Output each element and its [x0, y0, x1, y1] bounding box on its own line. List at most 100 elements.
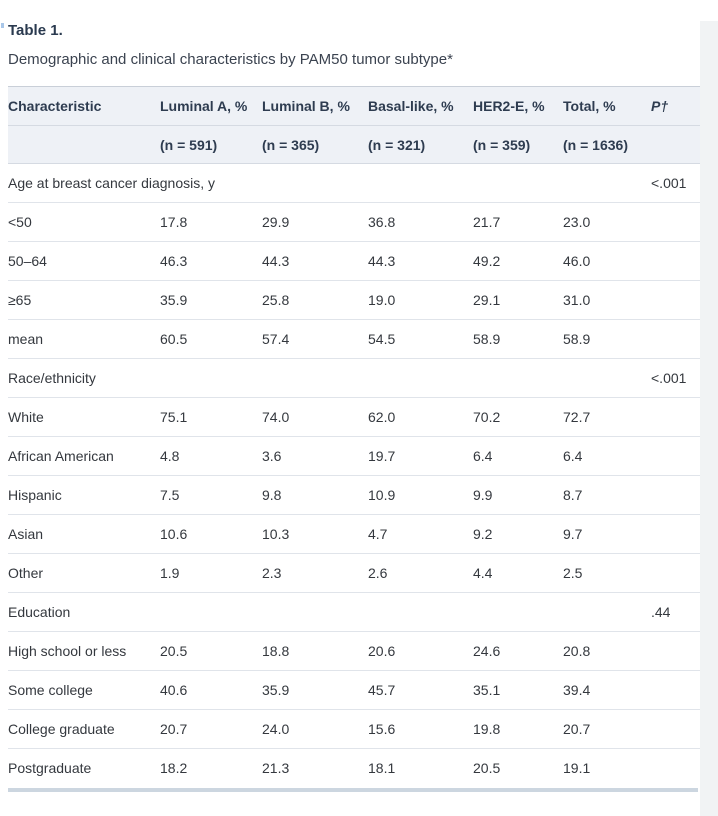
data-row: High school or less 20.5 18.8 20.6 24.6 20.8	[8, 631, 700, 671]
value-cell: 70.2	[473, 397, 563, 437]
value-cell: 18.2	[160, 760, 188, 777]
value-cell: 17.8	[160, 202, 262, 242]
value-cell: 21.3	[262, 760, 290, 777]
value-cell: 20.5	[160, 631, 262, 671]
value-cell: 54.5	[368, 319, 473, 359]
value-cell: 35.9	[160, 280, 262, 320]
page-right-gutter	[700, 21, 718, 816]
value-cell: 18.8	[262, 631, 368, 671]
sample-size-luminal-b: (n = 365)	[262, 125, 368, 164]
sample-size-luminal-a: (n = 591)	[160, 125, 262, 164]
value-cell: 19.1	[563, 760, 591, 777]
value-cell: 20.7	[160, 709, 262, 749]
value-cell: 24.0	[262, 709, 368, 749]
value-cell: 49.2	[473, 241, 563, 281]
data-row: College graduate 20.7 24.0 15.6 19.8 20.7	[8, 709, 700, 749]
value-cell: 45.7	[368, 670, 473, 710]
value-cell: 29.1	[473, 280, 563, 320]
data-row: Hispanic 7.5 9.8 10.9 9.9 8.7	[8, 475, 700, 515]
value-cell: 9.7	[563, 514, 651, 554]
sample-size-basal-like: (n = 321)	[368, 125, 473, 164]
value-cell: 2.3	[262, 553, 368, 593]
sample-size-empty-cell	[8, 125, 160, 164]
value-cell: 46.0	[563, 241, 651, 281]
table-caption: Demographic and clinical characteristics…	[8, 51, 453, 68]
row-label-cell: African American	[8, 436, 160, 476]
p-value-cell	[651, 514, 700, 554]
section-header-row: Education .44	[8, 592, 700, 632]
column-header-her2-e: HER2-E, %	[473, 86, 563, 126]
p-value-cell	[651, 319, 700, 359]
value-cell: 31.0	[563, 280, 651, 320]
value-cell: 19.8	[473, 709, 563, 749]
value-cell: 35.1	[473, 670, 563, 710]
data-row: Other 1.9 2.3 2.6 4.4 2.5	[8, 553, 700, 593]
p-value-cell	[651, 475, 700, 515]
data-row: Postgraduate 18.2 21.3 18.1 20.5 19.1	[8, 749, 700, 788]
value-cell: 20.5	[473, 760, 501, 777]
sample-size-row: (n = 591) (n = 365) (n = 321) (n = 359) …	[8, 125, 700, 164]
table-body: Age at breast cancer diagnosis, y <.001 <5…	[8, 163, 700, 788]
value-cell: 4.8	[160, 436, 262, 476]
value-cell: 7.5	[160, 475, 262, 515]
data-row: ≥65 35.9 25.8 19.0 29.1 31.0	[8, 280, 700, 320]
column-header-basal-like: Basal-like, %	[368, 86, 473, 126]
value-cell: 4.7	[368, 514, 473, 554]
value-cell: 60.5	[160, 319, 262, 359]
column-header-row: Characteristic Luminal A, % Luminal B, %…	[8, 86, 700, 126]
p-value-cell	[651, 553, 700, 593]
value-cell: 75.1	[160, 397, 262, 437]
p-value-cell	[651, 670, 700, 710]
value-cell: 29.9	[262, 202, 368, 242]
value-cell: 35.9	[262, 670, 368, 710]
value-cell: 6.4	[473, 436, 563, 476]
value-cell: 24.6	[473, 631, 563, 671]
row-label-cell: Some college	[8, 670, 160, 710]
value-cell: 20.7	[563, 709, 651, 749]
value-cell: 1.9	[160, 553, 262, 593]
page: Table 1. Demographic and clinical charac…	[0, 21, 718, 816]
row-label-cell: 50–64	[8, 241, 160, 281]
value-cell: 58.9	[563, 319, 651, 359]
value-cell: 62.0	[368, 397, 473, 437]
sample-size-empty-cell	[651, 125, 700, 164]
p-value-cell	[651, 202, 700, 242]
row-label-cell: Hispanic	[8, 475, 160, 515]
value-cell: 2.6	[368, 553, 473, 593]
data-row: 50–64 46.3 44.3 44.3 49.2 46.0	[8, 241, 700, 281]
row-label-cell: College graduate	[8, 709, 160, 749]
data-row: African American 4.8 3.6 19.7 6.4 6.4	[8, 436, 700, 476]
p-value-cell	[651, 749, 700, 788]
value-cell: 4.4	[473, 553, 563, 593]
sample-size-her2-e: (n = 359)	[473, 125, 563, 164]
p-value-cell	[651, 397, 700, 437]
section-label-cell: Race/ethnicity	[8, 358, 651, 398]
value-cell: 57.4	[262, 319, 368, 359]
row-label-cell: Other	[8, 553, 160, 593]
value-cell: 10.9	[368, 475, 473, 515]
value-cell: 10.6	[160, 514, 262, 554]
value-cell: 2.5	[563, 553, 651, 593]
value-cell: 20.6	[368, 631, 473, 671]
row-label-cell: ≥65	[8, 280, 160, 320]
section-header-row: Age at breast cancer diagnosis, y <.001	[8, 163, 700, 203]
row-label-cell: High school or less	[8, 631, 160, 671]
value-cell: 44.3	[368, 241, 473, 281]
value-cell: 21.7	[473, 202, 563, 242]
value-cell: 46.3	[160, 241, 262, 281]
section-header-row: Race/ethnicity <.001	[8, 358, 700, 398]
value-cell: 20.8	[563, 631, 651, 671]
p-value-cell	[651, 436, 700, 476]
row-label-cell: White	[8, 397, 160, 437]
section-label-cell: Age at breast cancer diagnosis, y	[8, 163, 651, 203]
section-label-cell: Education	[8, 592, 651, 632]
p-value-cell	[651, 241, 700, 281]
data-row: White 75.1 74.0 62.0 70.2 72.7	[8, 397, 700, 437]
data-row: Asian 10.6 10.3 4.7 9.2 9.7	[8, 514, 700, 554]
value-cell: 23.0	[563, 202, 651, 242]
value-cell: 19.7	[368, 436, 473, 476]
data-row: mean 60.5 57.4 54.5 58.9 58.9	[8, 319, 700, 359]
column-header-total: Total, %	[563, 86, 651, 126]
column-header-luminal-a: Luminal A, %	[160, 86, 262, 126]
value-cell: 18.1	[368, 760, 396, 777]
